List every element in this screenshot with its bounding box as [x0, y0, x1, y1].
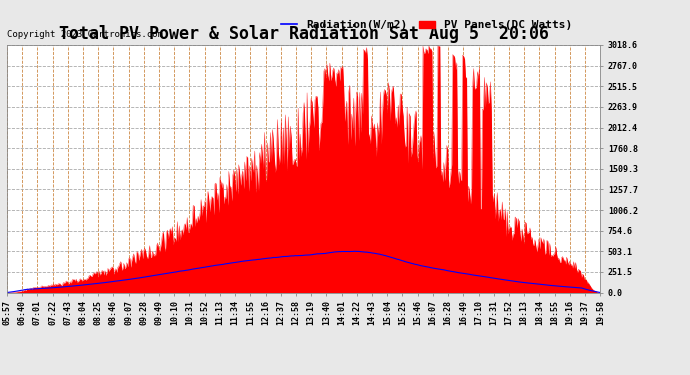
Text: Copyright 2023 Cartronics.com: Copyright 2023 Cartronics.com: [7, 30, 163, 39]
Legend: Radiation(W/m2), PV Panels(DC Watts): Radiation(W/m2), PV Panels(DC Watts): [276, 16, 577, 35]
Title: Total PV Power & Solar Radiation Sat Aug 5  20:06: Total PV Power & Solar Radiation Sat Aug…: [59, 24, 549, 44]
